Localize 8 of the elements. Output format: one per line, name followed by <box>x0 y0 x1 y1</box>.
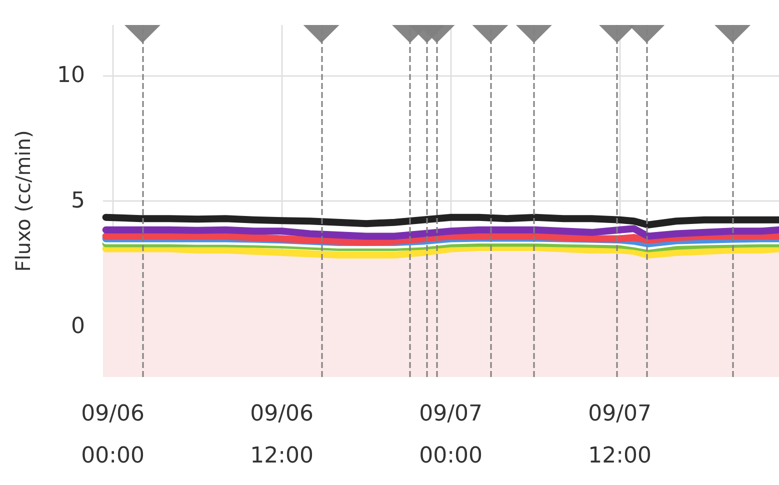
x-tick-label: 09/06 12:00 <box>250 402 314 468</box>
x-tick-label: 09/06 00:00 <box>81 402 145 468</box>
x-tick-label: 09/07 00:00 <box>419 402 483 468</box>
y-tick-label: 10 <box>57 62 85 88</box>
x-tick-label: 09/07 12:00 <box>588 402 652 468</box>
y-axis-title: Fluxo (cc/min) <box>11 130 35 272</box>
y-tick-label: 5 <box>71 188 85 214</box>
y-tick-label: 0 <box>71 314 85 340</box>
